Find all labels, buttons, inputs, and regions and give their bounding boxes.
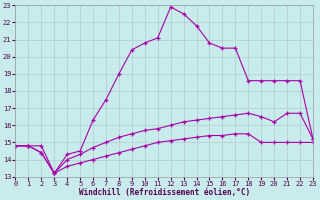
- X-axis label: Windchill (Refroidissement éolien,°C): Windchill (Refroidissement éolien,°C): [79, 188, 250, 197]
